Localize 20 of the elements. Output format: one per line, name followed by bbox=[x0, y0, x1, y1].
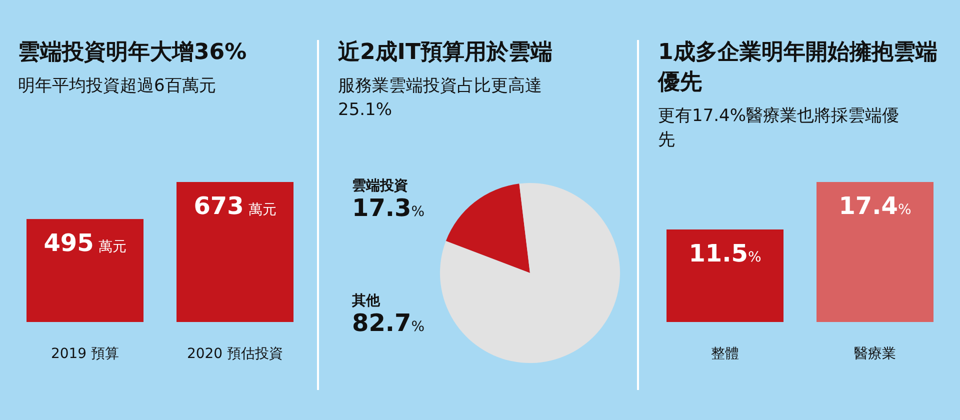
data-label: 17.3% bbox=[352, 194, 425, 222]
slice-label: 其他 bbox=[351, 293, 381, 309]
chart-subtitle: 服務業雲端投資占比更高達25.1% bbox=[338, 75, 543, 122]
chart-title: 近2成IT預算用於雲端 bbox=[338, 39, 554, 67]
chart-title: 雲端投資明年大增36% bbox=[18, 39, 248, 67]
data-label: 82.7% bbox=[352, 309, 425, 337]
chart-subtitle: 明年平均投資超過6百萬元 bbox=[18, 75, 217, 98]
pie-slice bbox=[440, 183, 620, 363]
data-label: 11.5% bbox=[688, 239, 762, 268]
pie-slice bbox=[446, 184, 530, 273]
slice-label: 雲端投資 bbox=[352, 178, 408, 194]
chart-title: 1成多企業明年開始擁抱雲端優先 bbox=[658, 39, 938, 97]
data-label: 673 萬元 bbox=[194, 192, 276, 220]
x-tick-label: 整體 bbox=[711, 346, 739, 362]
x-tick-label: 2019 預算 bbox=[50, 346, 120, 362]
chart-subtitle: 更有17.4%醫療業也將採雲端優先 bbox=[658, 105, 900, 152]
data-label: 17.4% bbox=[838, 192, 912, 220]
data-label: 495 萬元 bbox=[44, 229, 126, 258]
x-tick-label: 醫療業 bbox=[854, 346, 896, 362]
x-tick-label: 2020 預估投資 bbox=[186, 346, 284, 362]
